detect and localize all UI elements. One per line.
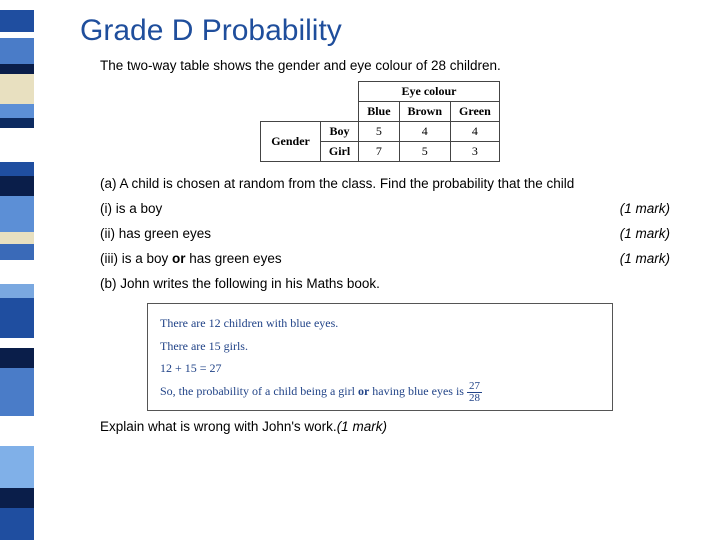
john-line: So, the probability of a child being a g… bbox=[160, 380, 600, 404]
table-row-group: Gender bbox=[261, 122, 321, 162]
john-line: There are 15 girls. bbox=[160, 335, 600, 358]
col-brown: Brown bbox=[399, 102, 450, 122]
cell: 4 bbox=[399, 122, 450, 142]
fraction: 2728 bbox=[467, 381, 482, 404]
col-blue: Blue bbox=[359, 102, 399, 122]
two-way-table: Eye colour Blue Brown Green Gender Boy 5… bbox=[260, 81, 500, 162]
question-b: (b) John writes the following in his Mat… bbox=[100, 272, 670, 297]
mark: (1 mark) bbox=[620, 247, 670, 272]
john-line: There are 12 children with blue eyes. bbox=[160, 312, 600, 335]
slide-content: Grade D Probability The two-way table sh… bbox=[50, 0, 710, 434]
question-i: (i) is a boy(1 mark) bbox=[100, 197, 670, 222]
question-ii: (ii) has green eyes(1 mark) bbox=[100, 222, 670, 247]
cell: 3 bbox=[451, 142, 500, 162]
cell: 5 bbox=[359, 122, 399, 142]
decorative-sidebar bbox=[0, 0, 34, 540]
mark: (1 mark) bbox=[620, 222, 670, 247]
mark: (1 mark) bbox=[620, 197, 670, 222]
john-work-box: There are 12 children with blue eyes. Th… bbox=[147, 303, 613, 411]
col-green: Green bbox=[451, 102, 500, 122]
row-girl: Girl bbox=[320, 142, 358, 162]
john-line: 12 + 15 = 27 bbox=[160, 357, 600, 380]
page-title: Grade D Probability bbox=[80, 14, 710, 48]
question-a: (a) A child is chosen at random from the… bbox=[100, 172, 670, 197]
row-boy: Boy bbox=[320, 122, 358, 142]
intro-text: The two-way table shows the gender and e… bbox=[100, 58, 710, 73]
cell: 5 bbox=[399, 142, 450, 162]
table-col-group: Eye colour bbox=[359, 82, 500, 102]
cell: 4 bbox=[451, 122, 500, 142]
question-iii: (iii) is a boy or has green eyes(1 mark) bbox=[100, 247, 670, 272]
cell: 7 bbox=[359, 142, 399, 162]
explain-prompt: Explain what is wrong with John's work.(… bbox=[100, 419, 710, 434]
